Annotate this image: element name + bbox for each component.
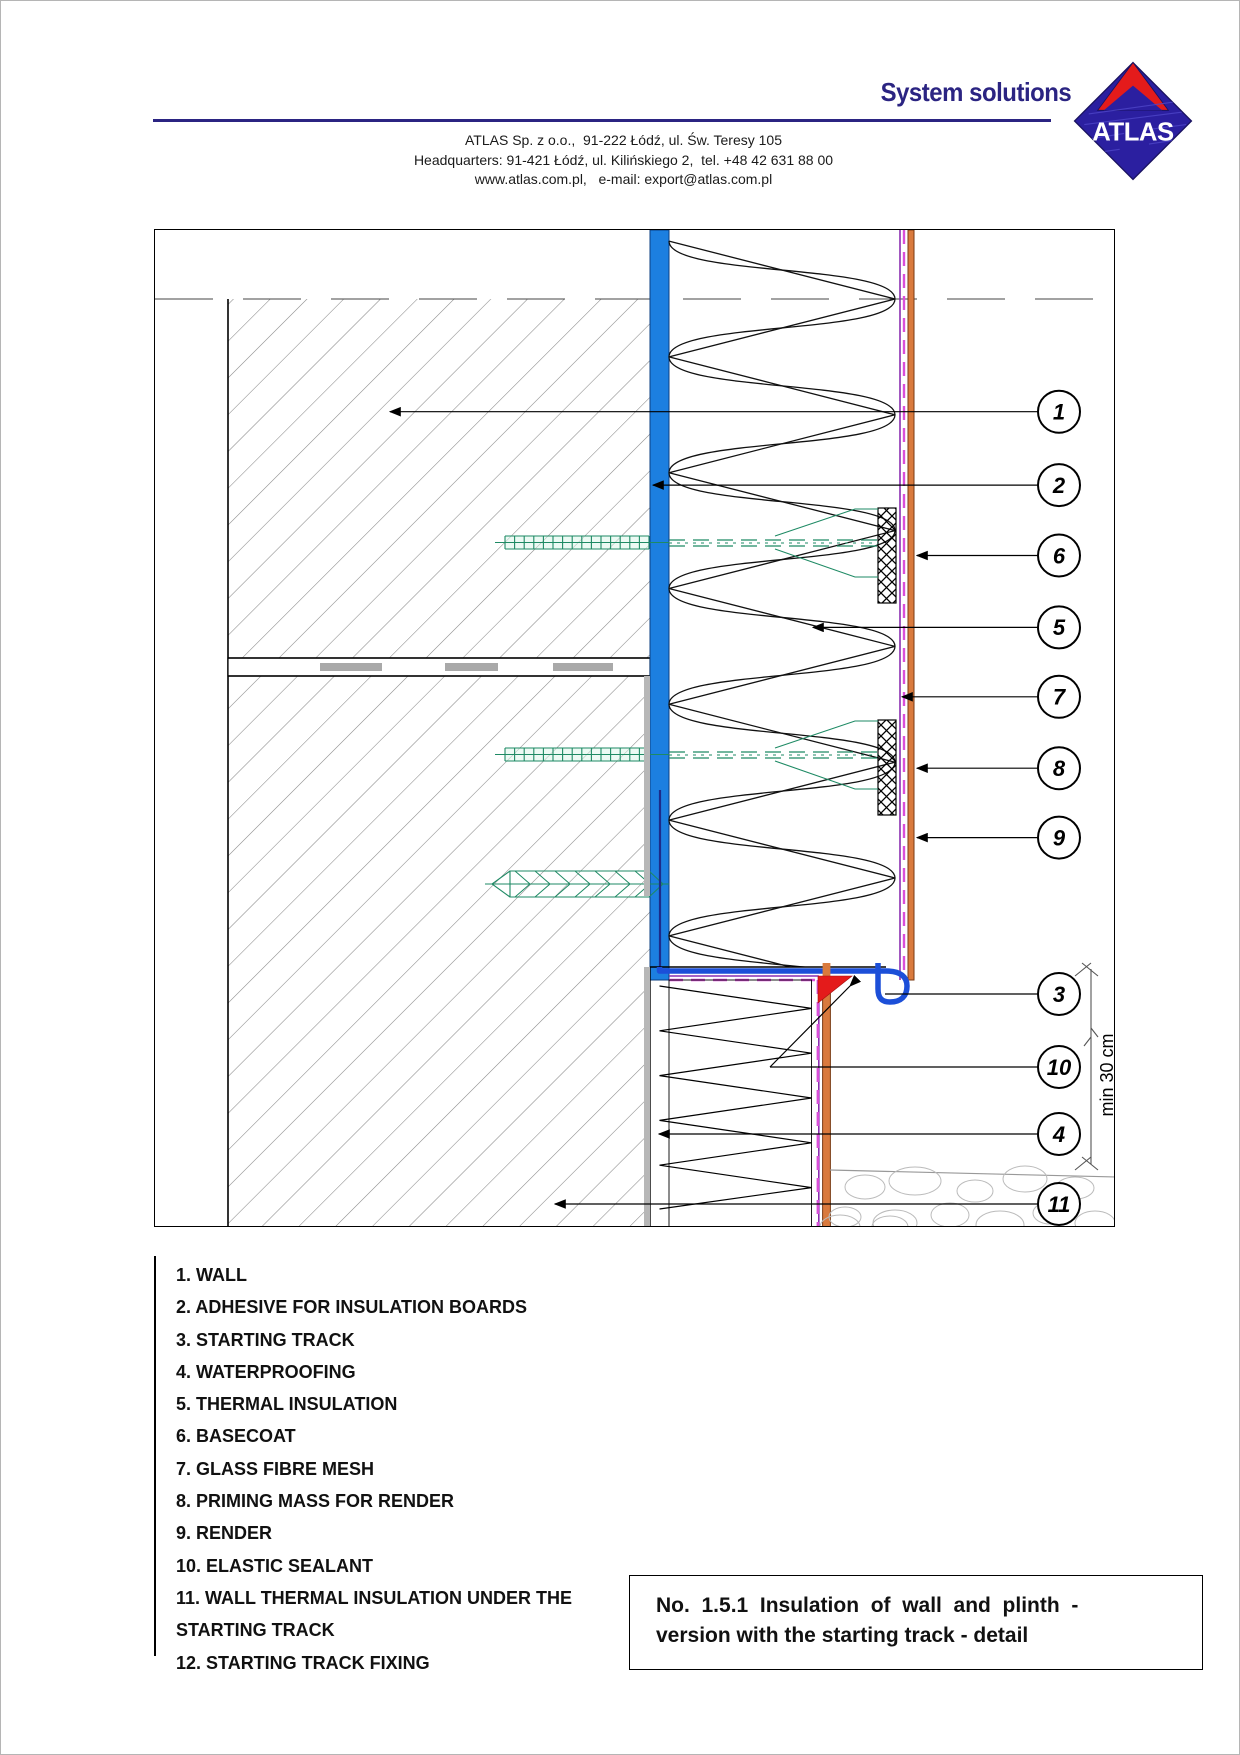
svg-text:6: 6 bbox=[1053, 543, 1066, 568]
svg-text:8: 8 bbox=[1053, 756, 1066, 781]
svg-text:4: 4 bbox=[1052, 1122, 1065, 1147]
svg-text:9: 9 bbox=[1053, 825, 1066, 850]
svg-text:ATLAS: ATLAS bbox=[1092, 118, 1174, 146]
svg-text:1: 1 bbox=[1053, 400, 1065, 425]
svg-text:11: 11 bbox=[1048, 1192, 1071, 1217]
svg-text:7: 7 bbox=[1053, 685, 1067, 710]
svg-text:5: 5 bbox=[1053, 615, 1066, 640]
svg-text:min 30 cm: min 30 cm bbox=[1097, 1033, 1115, 1116]
svg-text:3: 3 bbox=[1053, 982, 1065, 1007]
svg-text:10: 10 bbox=[1047, 1055, 1072, 1080]
svg-text:2: 2 bbox=[1052, 473, 1066, 498]
